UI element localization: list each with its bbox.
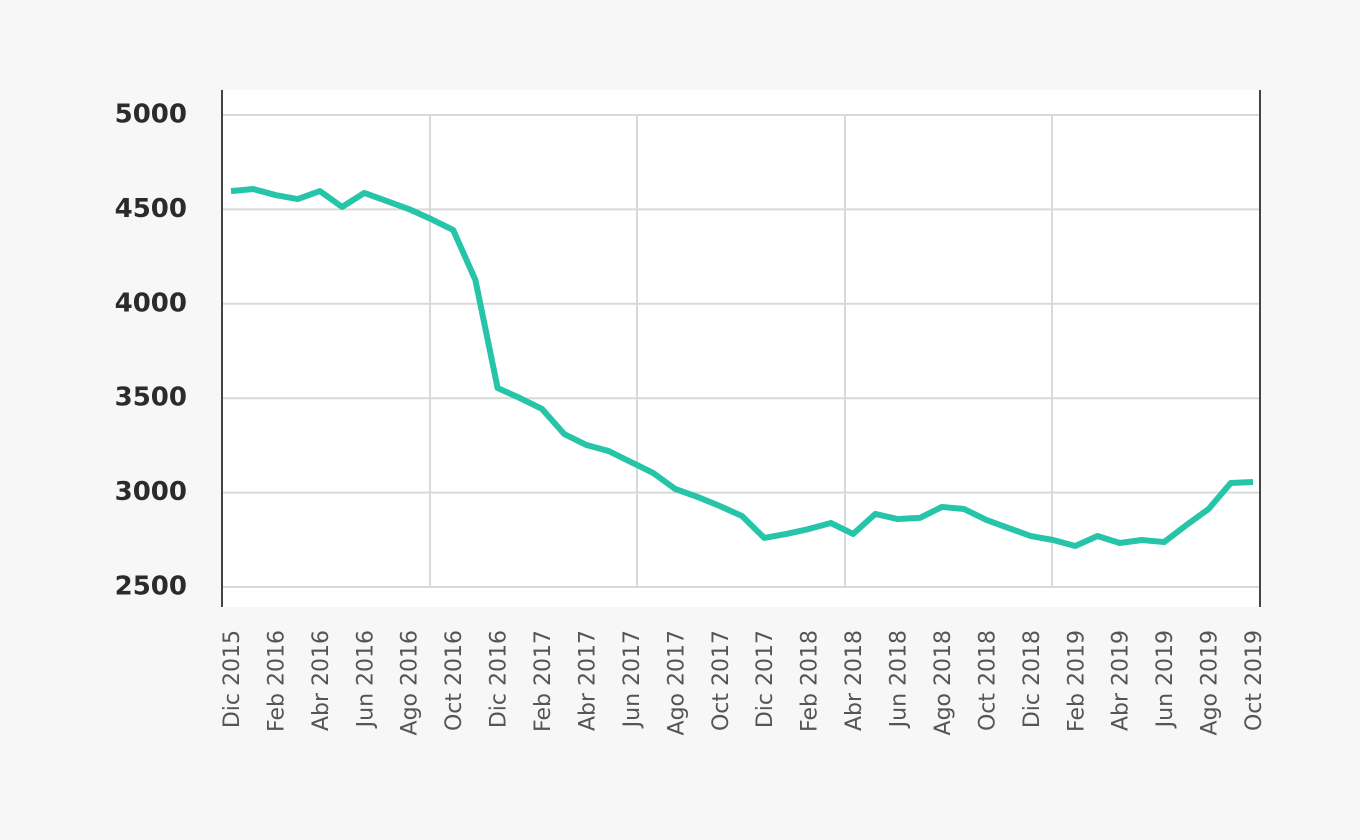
y-tick-label: 2500: [115, 572, 187, 602]
marks: [230, 186, 1254, 550]
x-tick-label: Dic 2015: [220, 630, 245, 728]
y-tick-label: 5000: [115, 100, 187, 130]
y-tick-label: 3000: [115, 477, 187, 507]
plot-dividers: [429, 115, 1053, 587]
x-tick-label: Ago 2016: [398, 630, 423, 735]
x-tick-label: Jun 2017: [620, 630, 645, 729]
x-tick-label: Ago 2019: [1198, 630, 1223, 735]
x-tick-label: Abr 2016: [309, 630, 334, 731]
x-tick-label: Abr 2019: [1109, 630, 1134, 731]
x-tick-label: Feb 2017: [531, 630, 556, 732]
x-tick-label: Ago 2017: [664, 630, 689, 735]
x-tick-label: Oct 2017: [709, 630, 734, 731]
plot-area: [222, 90, 1260, 607]
line: [230, 186, 1254, 550]
x-tick-label: Oct 2018: [975, 630, 1000, 731]
y-tick-label: 3500: [115, 383, 187, 413]
x-tick-label: Jun 2016: [353, 630, 378, 729]
x-tick-label: Feb 2019: [1064, 630, 1089, 732]
x-tick-label: Dic 2018: [1020, 630, 1045, 728]
x-tick-label: Dic 2016: [487, 630, 512, 728]
x-tick-label: Abr 2018: [842, 630, 867, 731]
x-tick-label: Dic 2017: [753, 630, 778, 728]
y-tick-label: 4000: [115, 288, 187, 318]
grid: [222, 114, 1260, 588]
x-tick-label: Jun 2019: [1153, 630, 1178, 729]
x-tick-label: Jun 2018: [887, 630, 912, 729]
x-tick-label: Ago 2018: [931, 630, 956, 735]
x-tick-label: Oct 2016: [442, 630, 467, 731]
x-tick-label: Feb 2016: [264, 630, 289, 732]
x-tick-label: Abr 2017: [575, 630, 600, 731]
x-tick-label: Oct 2019: [1242, 630, 1267, 731]
y-tick-label: 4500: [115, 194, 187, 224]
x-tick-label: Feb 2018: [798, 630, 823, 732]
